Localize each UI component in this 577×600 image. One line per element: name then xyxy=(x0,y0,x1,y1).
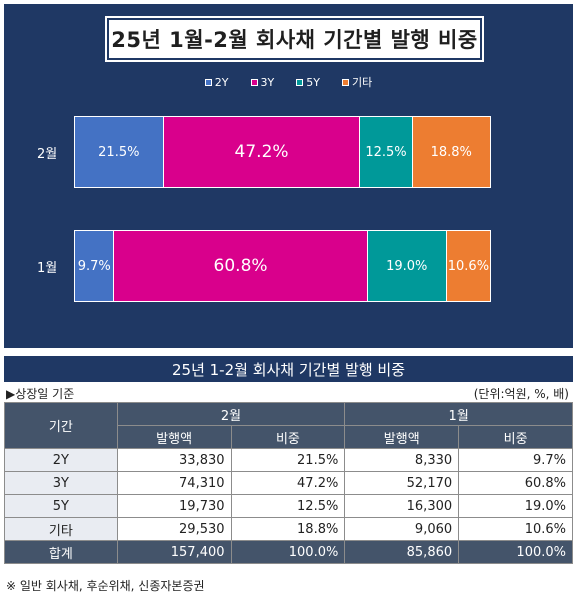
table-row: 2Y 33,830 21.5% 8,330 9.7% xyxy=(4,448,573,472)
table-cell: 52,170 xyxy=(344,471,460,495)
table-cell: 100.0% xyxy=(458,540,573,564)
legend-swatch xyxy=(296,78,304,86)
table-cell: 18.8% xyxy=(230,517,346,541)
row-label: 3Y xyxy=(4,471,118,495)
data-label: 21.5% xyxy=(98,144,140,160)
bar-segment: 47.2% xyxy=(163,116,361,188)
bar-segment: 10.6% xyxy=(446,230,491,302)
table-cell: 9.7% xyxy=(458,448,573,472)
table-cell: 8,330 xyxy=(344,448,460,472)
month-header-jan: 1월 xyxy=(344,402,573,426)
data-label: 9.7% xyxy=(77,258,111,274)
table-title: 25년 1-2월 회사채 기간별 발행 비중 xyxy=(4,356,573,382)
table-cell: 16,300 xyxy=(344,494,460,518)
legend-swatch xyxy=(341,78,349,86)
data-label: 47.2% xyxy=(234,142,289,162)
table-row: 5Y 19,730 12.5% 16,300 19.0% xyxy=(4,494,573,518)
legend-item: 3Y xyxy=(250,74,275,90)
table-cell: 85,860 xyxy=(344,540,460,564)
basis-note: ▶상장일 기준 xyxy=(6,387,75,401)
legend-item: 5Y xyxy=(296,74,320,90)
data-label: 19.0% xyxy=(386,258,428,274)
table-cell: 19.0% xyxy=(458,494,573,518)
total-row: 합계 157,400 100.0% 85,860 100.0% xyxy=(4,540,573,564)
row-label: 2Y xyxy=(4,448,118,472)
sub-header-share: 비중 xyxy=(458,425,573,449)
data-label: 10.6% xyxy=(447,258,490,274)
chart-panel: 25년 1월-2월 회사채 기간별 발행 비중 2Y 3Y 5Y 기타 2월 21.5%… xyxy=(4,4,573,348)
issuance-table: 기간 2월 1월 발행액 비중 발행액 비중 2Y 33,830 21.5% 8… xyxy=(4,402,573,564)
table-cell: 60.8% xyxy=(458,471,573,495)
legend-label: 2Y xyxy=(214,75,229,89)
bar-segment: 60.8% xyxy=(114,230,368,302)
row-label: 5Y xyxy=(4,494,118,518)
row-label: 기타 xyxy=(4,517,118,541)
table-cell: 74,310 xyxy=(116,471,232,495)
legend-item: 기타 xyxy=(341,74,373,90)
total-label: 합계 xyxy=(4,540,118,564)
chart-legend: 2Y 3Y 5Y 기타 xyxy=(4,74,573,90)
category-label: 2월 xyxy=(37,147,58,162)
period-header: 기간 xyxy=(4,402,118,449)
table-cell: 10.6% xyxy=(458,517,573,541)
bar-segment: 18.8% xyxy=(412,116,491,188)
unit-note: (단위:억원, %, 배) xyxy=(473,387,569,401)
table-cell: 9,060 xyxy=(344,517,460,541)
sub-header-amount: 발행액 xyxy=(116,425,232,449)
table-cell: 19,730 xyxy=(116,494,232,518)
bar-segment: 19.0% xyxy=(367,230,447,302)
month-header-feb: 2월 xyxy=(116,402,346,426)
table-cell: 47.2% xyxy=(230,471,346,495)
data-label: 60.8% xyxy=(213,256,268,276)
legend-swatch xyxy=(204,78,212,86)
data-label: 18.8% xyxy=(430,144,472,160)
legend-swatch xyxy=(250,78,258,86)
table-cell: 29,530 xyxy=(116,517,232,541)
sub-header-amount: 발행액 xyxy=(344,425,460,449)
footnote: ※ 일반 회사채, 후순위채, 신종자본증권 xyxy=(6,579,205,593)
category-label: 1월 xyxy=(37,261,58,276)
bar-row: 9.7% 60.8% 19.0% 10.6% xyxy=(74,230,491,302)
chart-title: 25년 1월-2월 회사채 기간별 발행 비중 xyxy=(105,16,484,62)
table-cell: 100.0% xyxy=(230,540,346,564)
data-label: 12.5% xyxy=(365,144,407,160)
table-cell: 33,830 xyxy=(116,448,232,472)
legend-label: 5Y xyxy=(306,75,320,89)
bar-segment: 9.7% xyxy=(74,230,115,302)
bar-segment: 21.5% xyxy=(74,116,164,188)
table-cell: 157,400 xyxy=(116,540,232,564)
legend-item: 2Y xyxy=(204,74,229,90)
legend-label: 기타 xyxy=(351,76,373,89)
bar-row: 21.5% 47.2% 12.5% 18.8% xyxy=(74,116,491,188)
table-cell: 12.5% xyxy=(230,494,346,518)
table-row: 기타 29,530 18.8% 9,060 10.6% xyxy=(4,517,573,541)
bar-segment: 12.5% xyxy=(360,116,413,188)
table-cell: 21.5% xyxy=(230,448,346,472)
sub-header-share: 비중 xyxy=(230,425,346,449)
table-row: 3Y 74,310 47.2% 52,170 60.8% xyxy=(4,471,573,495)
legend-label: 3Y xyxy=(260,75,275,89)
